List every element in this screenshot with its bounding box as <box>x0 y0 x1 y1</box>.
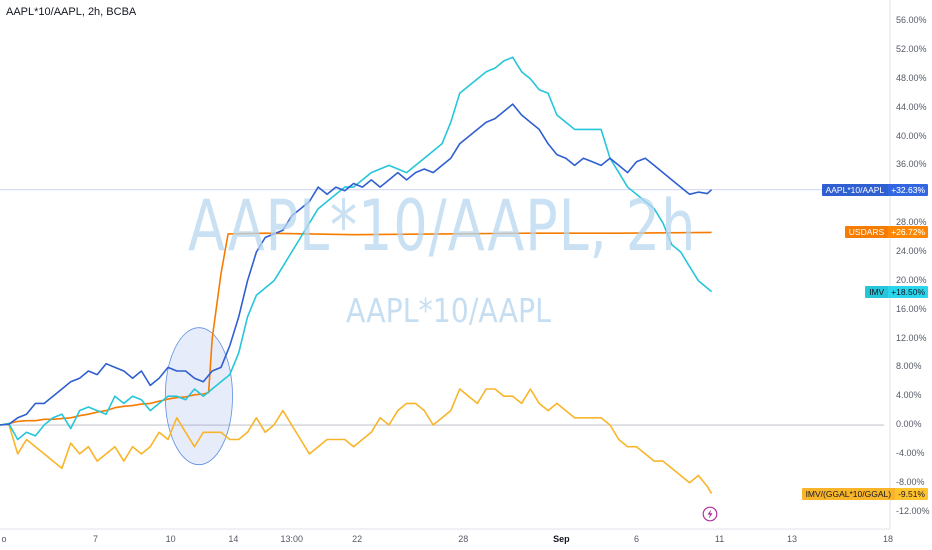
lightning-icon[interactable] <box>702 506 718 522</box>
x-tick-label: 10 <box>165 534 176 544</box>
y-tick-label: 4.00% <box>896 390 922 401</box>
x-tick-label: 18 <box>882 534 894 544</box>
y-tick-label: -4.00% <box>896 447 925 458</box>
y-tick-label: 8.00% <box>896 361 922 372</box>
series-line-imv <box>0 56 713 441</box>
x-tick-label: Sep <box>553 534 570 544</box>
series-tag-name: IMV <box>865 285 889 298</box>
series-line-usdars <box>0 231 712 426</box>
series-tag-value: +18.50% <box>888 285 928 298</box>
highlight-ellipse <box>164 327 233 466</box>
y-tick-label: 20.00% <box>896 274 927 285</box>
x-tick-label: 11 <box>714 534 725 544</box>
series-tag[interactable]: USDARS +26.72% <box>844 226 928 239</box>
y-tick-label: -8.00% <box>896 476 925 487</box>
x-tick-label: o <box>1 534 7 544</box>
y-tick-label: 36.00% <box>896 159 927 170</box>
series-tag-name: IMV/(GGAL*10/GGAL) <box>801 487 896 500</box>
y-tick-label: 24.00% <box>896 245 927 256</box>
series-tag-value: -9.51% <box>895 487 928 500</box>
x-tick-label: 14 <box>228 534 239 544</box>
series-tag[interactable]: IMV +18.50% <box>865 285 928 298</box>
y-tick-label: 28.00% <box>896 217 927 228</box>
series-tag-name: USDARS <box>844 226 889 239</box>
watermark-main: AAPL*10/AAPL, 2h <box>188 185 697 267</box>
y-tick-label: 52.00% <box>896 44 927 55</box>
y-tick-label: 44.00% <box>896 101 927 112</box>
y-tick-label: 40.00% <box>896 130 927 141</box>
y-tick-label: 48.00% <box>896 72 927 83</box>
watermark-sub: AAPL*10/AAPL <box>346 291 551 330</box>
series-line-aapl-10-aapl <box>0 103 713 426</box>
series-tag-value: +32.63% <box>888 183 928 196</box>
y-tick-label: -12.00% <box>896 505 930 516</box>
x-tick-label: 13:00 <box>280 534 303 544</box>
y-tick-label: 16.00% <box>896 303 927 314</box>
x-tick-label: 6 <box>633 534 639 544</box>
x-tick-label: 7 <box>92 534 98 544</box>
symbol-title[interactable]: AAPL*10/AAPL, 2h, BCBA <box>6 6 137 18</box>
series-tag[interactable]: AAPL*10/AAPL +32.63% <box>821 183 928 196</box>
y-tick-label: 56.00% <box>896 15 927 26</box>
series-line-imv-ggal-10-ggal- <box>0 388 713 495</box>
x-tick-label: 28 <box>458 534 469 544</box>
y-tick-label: 12.00% <box>896 332 927 343</box>
x-tick-label: 13 <box>787 534 798 544</box>
x-tick-label: 22 <box>352 534 363 544</box>
series-tag[interactable]: IMV/(GGAL*10/GGAL) -9.51% <box>801 487 928 500</box>
series-tag-value: +26.72% <box>888 226 928 239</box>
series-tag-name: AAPL*10/AAPL <box>821 183 889 196</box>
y-tick-label: 0.00% <box>896 419 922 430</box>
